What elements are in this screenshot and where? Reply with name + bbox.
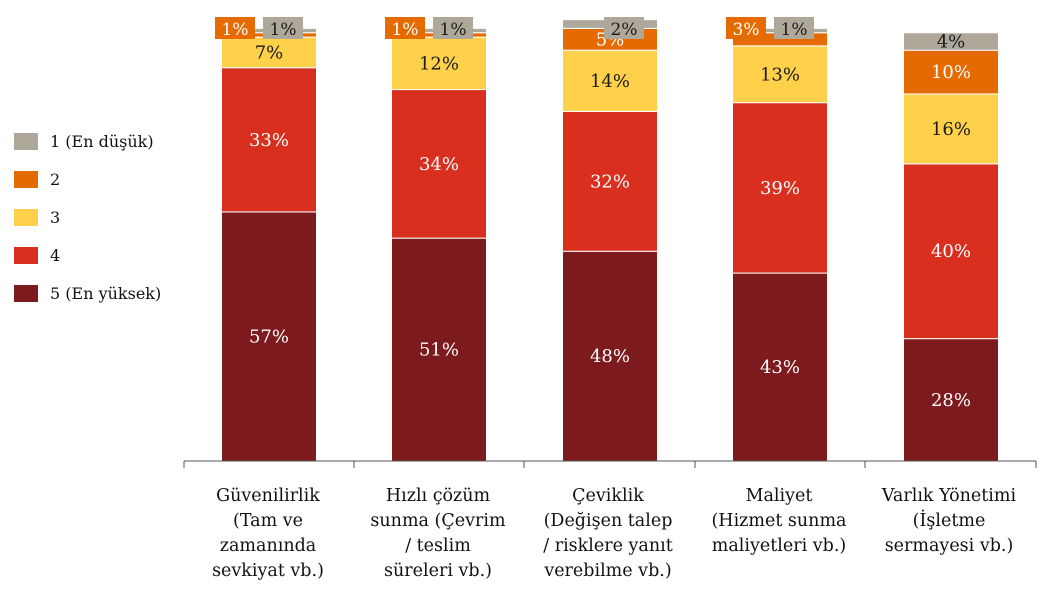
data-label-2-4-box: [385, 17, 425, 39]
data-label-3-3: 14%: [590, 71, 630, 92]
x-category-label-2: Hızlı çözüm sunma (Çevrim / teslim sürel…: [370, 486, 506, 581]
data-label-3-1: 48%: [590, 346, 630, 367]
bar-segment-3-2: [562, 110, 658, 252]
x-category-label-4: Maliyet (Hizmet sunma maliyetleri vb.): [711, 486, 847, 556]
legend-item-1: 1 (En düşük): [14, 122, 161, 160]
bar-segment-3-1: [562, 250, 658, 462]
legend-swatch-3: [14, 208, 38, 226]
data-label-2-1: 51%: [419, 340, 459, 361]
bar-segment-5-1: [903, 338, 999, 462]
legend-item-2: 2: [14, 160, 161, 198]
data-label-4-3: 13%: [760, 64, 800, 85]
legend-swatch-4: [14, 246, 38, 264]
legend-item-5: 5 (En yüksek): [14, 274, 161, 312]
data-label-4-5-box: [774, 17, 814, 39]
data-label-4-4: 3%: [733, 20, 760, 40]
data-label-2-5-box: [433, 17, 473, 39]
data-label-2-5: 1%: [440, 20, 467, 40]
data-label-1-3: 7%: [255, 42, 284, 63]
bar-segment-5-2: [903, 163, 999, 340]
data-label-1-1: 57%: [249, 326, 289, 347]
legend-swatch-2: [14, 170, 38, 188]
legend-label-1: 1 (En düşük): [50, 131, 154, 151]
legend-label-4: 4: [50, 245, 61, 265]
bar-segment-1-1: [221, 211, 317, 462]
legend-item-3: 3: [14, 198, 161, 236]
data-label-5-1: 28%: [931, 390, 971, 411]
bar-segment-3-3: [562, 49, 658, 112]
data-label-3-5: 2%: [611, 20, 638, 40]
data-label-1-4: 1%: [222, 20, 249, 40]
data-label-5-4: 10%: [931, 62, 971, 83]
data-label-4-1: 43%: [760, 357, 800, 378]
data-label-5-3: 16%: [931, 119, 971, 140]
data-label-4-4-box: [726, 17, 766, 39]
data-label-2-4: 1%: [392, 20, 419, 40]
legend: 1 (En düşük) 2 3 4 5 (En yüksek): [14, 122, 161, 312]
data-label-1-2: 33%: [249, 130, 289, 151]
bar-segment-5-3: [903, 93, 999, 165]
bar-segment-4-2: [732, 102, 828, 274]
x-category-label-3: Çeviklik (Değişen talep / risklere yanıt…: [543, 486, 673, 581]
data-label-1-5-box: [263, 17, 303, 39]
data-label-4-5: 1%: [781, 20, 808, 40]
legend-label-2: 2: [50, 169, 61, 189]
data-label-1-4-box: [215, 17, 255, 39]
legend-label-5: 5 (En yüksek): [50, 283, 162, 303]
data-label-2-3: 12%: [419, 53, 459, 74]
bar-segment-5-4: [903, 49, 999, 95]
data-label-5-2: 40%: [931, 241, 971, 262]
bar-segment-4-1: [732, 272, 828, 462]
data-label-4-2: 39%: [760, 178, 800, 199]
x-category-label-1: Güvenilirlik (Tam ve zamanında sevkiyat …: [212, 486, 324, 581]
data-label-3-2: 32%: [590, 171, 630, 192]
data-label-3-5-box: [604, 17, 644, 39]
data-label-1-5: 1%: [270, 20, 297, 40]
data-label-2-2: 34%: [419, 154, 459, 175]
legend-label-3: 3: [50, 207, 61, 227]
legend-swatch-5: [14, 284, 38, 302]
legend-item-4: 4: [14, 236, 161, 274]
bar-segment-2-1: [391, 237, 487, 462]
bar-segment-1-2: [221, 67, 317, 213]
data-label-5-5: 4%: [937, 31, 966, 52]
bar-segment-5-5: [903, 32, 999, 51]
x-category-label-5: Varlık Yönetimi (İşletme sermayesi vb.): [881, 486, 1017, 556]
legend-swatch-1: [14, 132, 38, 150]
bar-segment-4-3: [732, 45, 828, 104]
